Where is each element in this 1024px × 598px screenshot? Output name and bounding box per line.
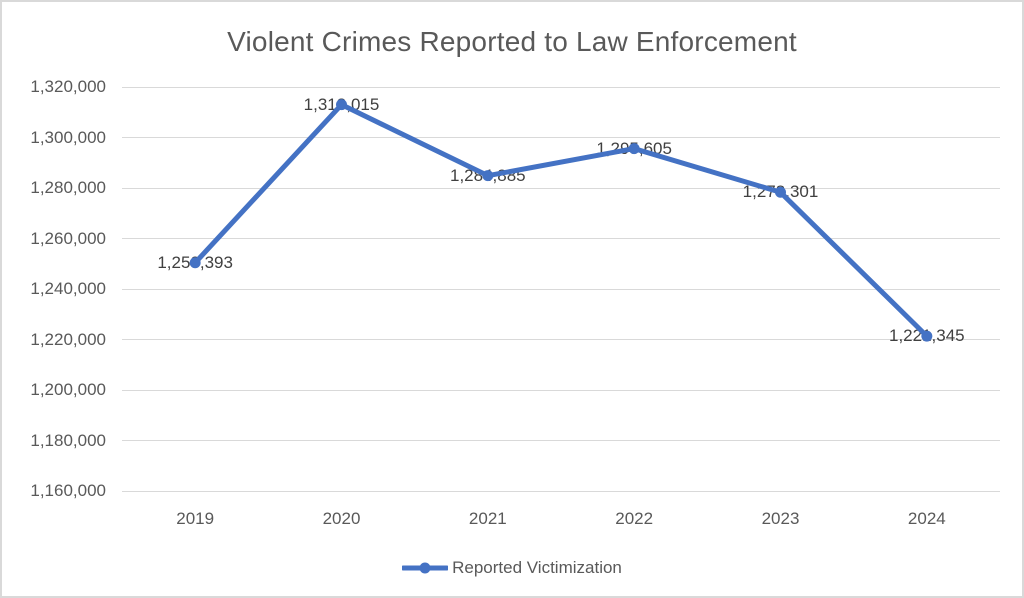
- gridline: [122, 339, 1000, 340]
- data-point-label: 1,313,015: [303, 94, 380, 114]
- data-point-label: 1,250,393: [157, 252, 233, 272]
- y-axis-tick-label: 1,280,000: [30, 178, 106, 197]
- legend-line-marker-icon: [402, 562, 449, 574]
- y-axis-tick-label: 1,180,000: [30, 430, 106, 450]
- data-point-label: 1,278,301: [742, 182, 819, 202]
- gridline: [122, 440, 1000, 441]
- y-axis-tick-label: 1,260,000: [30, 228, 106, 248]
- legend: Reported Victimization: [2, 558, 1022, 578]
- gridline: [122, 86, 1000, 88]
- y-axis-tick-label: 1,320,000: [30, 77, 106, 96]
- gridline: [122, 137, 1000, 138]
- y-axis-tick-label: 1,220,000: [30, 329, 106, 349]
- gridline: [122, 238, 1000, 239]
- x-axis-tick-label: 2020: [322, 509, 361, 528]
- x-axis-tick-label: 2021: [468, 509, 507, 528]
- y-axis-tick-label: 1,300,000: [30, 127, 106, 147]
- gridline: [122, 389, 1000, 391]
- series-line-reported-victimization: [192, 102, 930, 339]
- x-axis-tick-label: 2019: [176, 509, 215, 528]
- x-axis-tick-label: 2023: [761, 509, 800, 528]
- legend-entry-label: Reported Victimization: [452, 558, 622, 577]
- x-axis-tick-label: 2024: [907, 509, 946, 528]
- gridline: [122, 288, 1000, 290]
- gridline: [122, 490, 1000, 492]
- x-axis-tick-label: 2022: [615, 509, 654, 528]
- y-axis-tick-label: 1,200,000: [30, 380, 106, 399]
- gridline: [122, 187, 1000, 189]
- chart-title: Violent Crimes Reported to Law Enforceme…: [227, 26, 797, 57]
- y-axis-tick-label: 1,240,000: [30, 279, 106, 298]
- data-point-label: 1,284,885: [450, 165, 526, 185]
- data-point-label: 1,221,345: [889, 326, 965, 346]
- data-point-label: 1,295,605: [596, 138, 672, 158]
- y-axis-tick-label: 1,160,000: [30, 481, 106, 500]
